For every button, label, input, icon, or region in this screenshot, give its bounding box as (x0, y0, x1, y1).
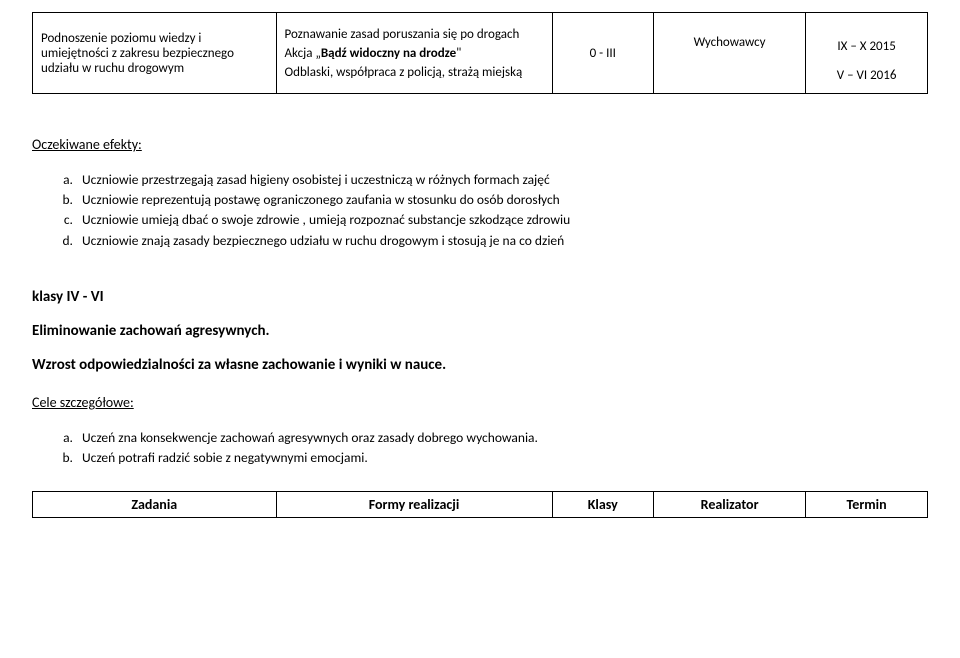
list-item: Uczeń zna konsekwencje zachowań agresywn… (76, 429, 928, 447)
column-header-table: Zadania Formy realizacji Klasy Realizato… (32, 491, 928, 518)
list-item: Uczniowie przestrzegają zasad higieny os… (76, 171, 928, 189)
form-line-2: Akcja „Bądź widoczny na drodze" (285, 46, 544, 61)
klasy-value: 0 - III (590, 46, 616, 61)
sub-heading-2: Wzrost odpowiedzialności za własne zacho… (32, 356, 928, 374)
col-klasy: Klasy (552, 492, 653, 518)
top-content-table: Podnoszenie poziomu wiedzy i umiejętnośc… (32, 12, 928, 94)
klasy-heading: klasy IV - VI (32, 288, 928, 306)
list-item: Uczeń potrafi radzić sobie z negatywnymi… (76, 449, 928, 467)
term-1: IX – X 2015 (814, 39, 919, 54)
term-2: V – VI 2016 (814, 68, 919, 83)
klasy-cell: 0 - III (552, 13, 653, 94)
list-item: Uczniowie znają zasady bezpiecznego udzi… (76, 232, 928, 250)
form-line-1: Poznawanie zasad poruszania się po droga… (285, 27, 544, 42)
cele-list: Uczeń zna konsekwencje zachowań agresywn… (32, 429, 928, 467)
form-line-3: Odblaski, współpraca z policją, strażą m… (285, 65, 544, 80)
col-realizator: Realizator (654, 492, 806, 518)
forms-cell: Poznawanie zasad poruszania się po droga… (276, 13, 552, 94)
list-item: Uczniowie reprezentują postawę ograniczo… (76, 191, 928, 209)
sub-heading-1: Eliminowanie zachowań agresywnych. (32, 322, 928, 340)
task-cell: Podnoszenie poziomu wiedzy i umiejętnośc… (33, 13, 277, 94)
realizator-value: Wychowawcy (694, 35, 766, 50)
col-termin: Termin (806, 492, 928, 518)
list-item: Uczniowie umieją dbać o swoje zdrowie , … (76, 211, 928, 229)
realizator-cell: Wychowawcy (654, 13, 806, 94)
expected-effects-list: Uczniowie przestrzegają zasad higieny os… (32, 171, 928, 250)
task-text: Podnoszenie poziomu wiedzy i umiejętnośc… (41, 31, 234, 76)
expected-effects-label: Oczekiwane efekty: (32, 136, 928, 153)
col-zadania: Zadania (33, 492, 277, 518)
termin-cell: IX – X 2015 V – VI 2016 (806, 13, 928, 94)
cele-label: Cele szczegółowe: (32, 394, 928, 411)
col-formy: Formy realizacji (276, 492, 552, 518)
